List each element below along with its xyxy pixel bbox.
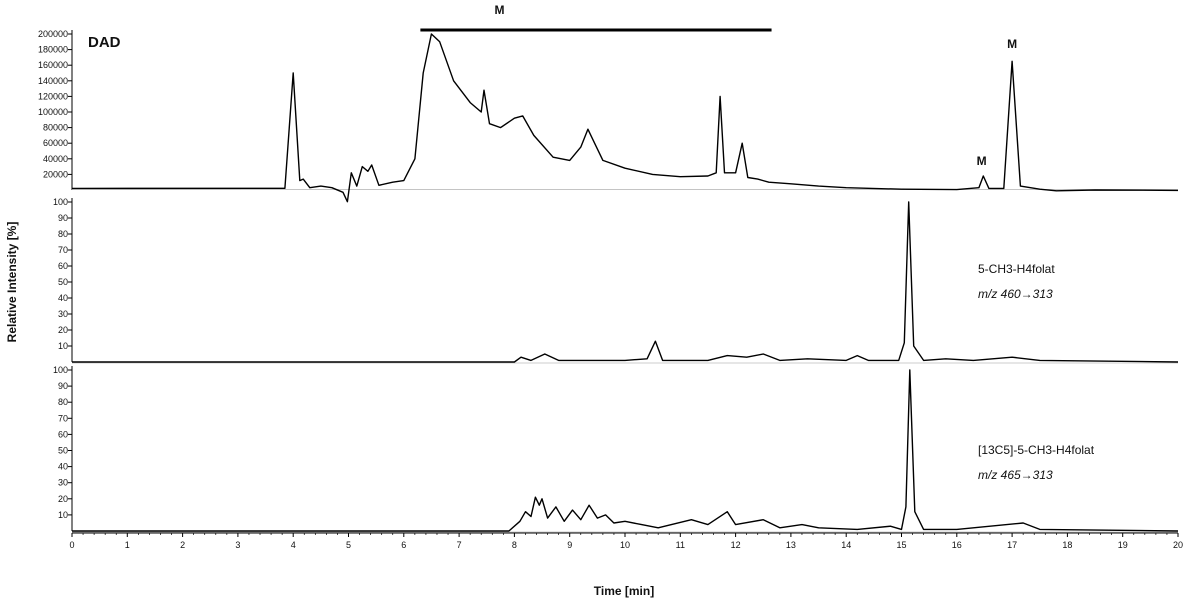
x-tick-label: 18 <box>1062 540 1072 550</box>
y-tick-label-dad: 80000 <box>43 123 68 133</box>
y-tick-label-ms1: 60 <box>58 261 68 271</box>
y-axis-title: Relative Intensity [%] <box>5 222 19 343</box>
y-tick-label-ms2: 70 <box>58 413 68 423</box>
x-tick-label: 9 <box>567 540 572 550</box>
transition-label-ms2: m/z 465→313 <box>978 468 1053 482</box>
y-tick-label-ms2: 50 <box>58 446 68 456</box>
m-peak-label: M <box>977 154 987 168</box>
x-tick-label: 1 <box>125 540 130 550</box>
y-tick-label-ms2: 80 <box>58 397 68 407</box>
panel-title-dad: DAD <box>88 34 121 51</box>
x-tick-label: 7 <box>457 540 462 550</box>
x-tick-label: 13 <box>786 540 796 550</box>
x-tick-label: 2 <box>180 540 185 550</box>
x-tick-label: 6 <box>401 540 406 550</box>
x-tick-label: 0 <box>69 540 74 550</box>
x-tick-label: 8 <box>512 540 517 550</box>
x-axis-title: Time [min] <box>594 584 654 598</box>
trace-ms2 <box>72 369 1179 532</box>
y-tick-label-dad: 140000 <box>38 76 68 86</box>
y-tick-label-dad: 180000 <box>38 45 68 55</box>
panel-ms1: 10 20 30 40 50 60 70 80 90 100 5-CH3-H4folat m/z 46… <box>53 197 1179 364</box>
x-tick-label: 12 <box>731 540 741 550</box>
y-tick-label-dad: 60000 <box>43 138 68 148</box>
x-tick-label: 20 <box>1173 540 1183 550</box>
y-tick-label-ms2: 90 <box>58 381 68 391</box>
compound-label-ms2: [13C5]-5-CH3-H4folat <box>978 443 1095 457</box>
y-tick-label-dad: 160000 <box>38 60 68 70</box>
y-tick-label-ms1: 100 <box>53 197 68 207</box>
y-tick-label-ms2: 10 <box>58 510 68 520</box>
x-tick-label: 11 <box>676 540 685 550</box>
x-tick-label: 19 <box>1118 540 1128 550</box>
x-tick-label: 17 <box>1007 540 1017 550</box>
y-tick-label-ms1: 10 <box>58 341 68 351</box>
panel-dad: 20000 40000 60000 80000 100000 120000 140000 16… <box>38 3 1179 203</box>
x-axis: 0 1 2 3 4 5 6 7 8 9 10 11 12 13 14 15 16 17 18 19 20 <box>69 532 1183 550</box>
y-tick-label-ms1: 20 <box>58 325 68 335</box>
y-tick-label-ms1: 50 <box>58 277 68 287</box>
transition-label-ms1: m/z 460→313 <box>978 287 1053 301</box>
m-region-label: M <box>494 3 504 17</box>
y-tick-label-ms1: 80 <box>58 229 68 239</box>
y-tick-label-dad: 40000 <box>43 154 68 164</box>
y-tick-label-dad: 200000 <box>38 29 68 39</box>
y-tick-label-ms2: 20 <box>58 494 68 504</box>
panels-layer: 20000 40000 60000 80000 100000 120000 140000 16… <box>38 3 1179 533</box>
y-tick-label-ms2: 100 <box>53 365 68 375</box>
m-peak-label: M <box>1007 37 1017 51</box>
y-tick-label-ms1: 30 <box>58 309 68 319</box>
y-tick-label-dad: 20000 <box>43 169 68 179</box>
y-tick-label-ms1: 90 <box>58 213 68 223</box>
y-tick-label-ms1: 40 <box>58 293 68 303</box>
panel-ms2: 10 20 30 40 50 60 70 80 90 100 [13C5]-5-CH3-H4fola… <box>53 365 1179 533</box>
trace-dad <box>71 33 1179 203</box>
x-tick-label: 16 <box>952 540 962 550</box>
x-tick-label: 5 <box>346 540 351 550</box>
y-tick-label-ms1: 70 <box>58 245 68 255</box>
y-tick-label-ms2: 30 <box>58 478 68 488</box>
y-tick-label-ms2: 60 <box>58 429 68 439</box>
y-tick-label-ms2: 40 <box>58 462 68 472</box>
trace-ms1 <box>72 201 1179 363</box>
x-tick-label: 10 <box>620 540 630 550</box>
x-tick-label: 15 <box>896 540 906 550</box>
x-tick-label: 4 <box>291 540 296 550</box>
compound-label-ms1: 5-CH3-H4folat <box>978 262 1055 276</box>
y-tick-label-dad: 100000 <box>38 107 68 117</box>
x-tick-label: 3 <box>235 540 240 550</box>
y-tick-label-dad: 120000 <box>38 91 68 101</box>
x-tick-label: 14 <box>841 540 851 550</box>
